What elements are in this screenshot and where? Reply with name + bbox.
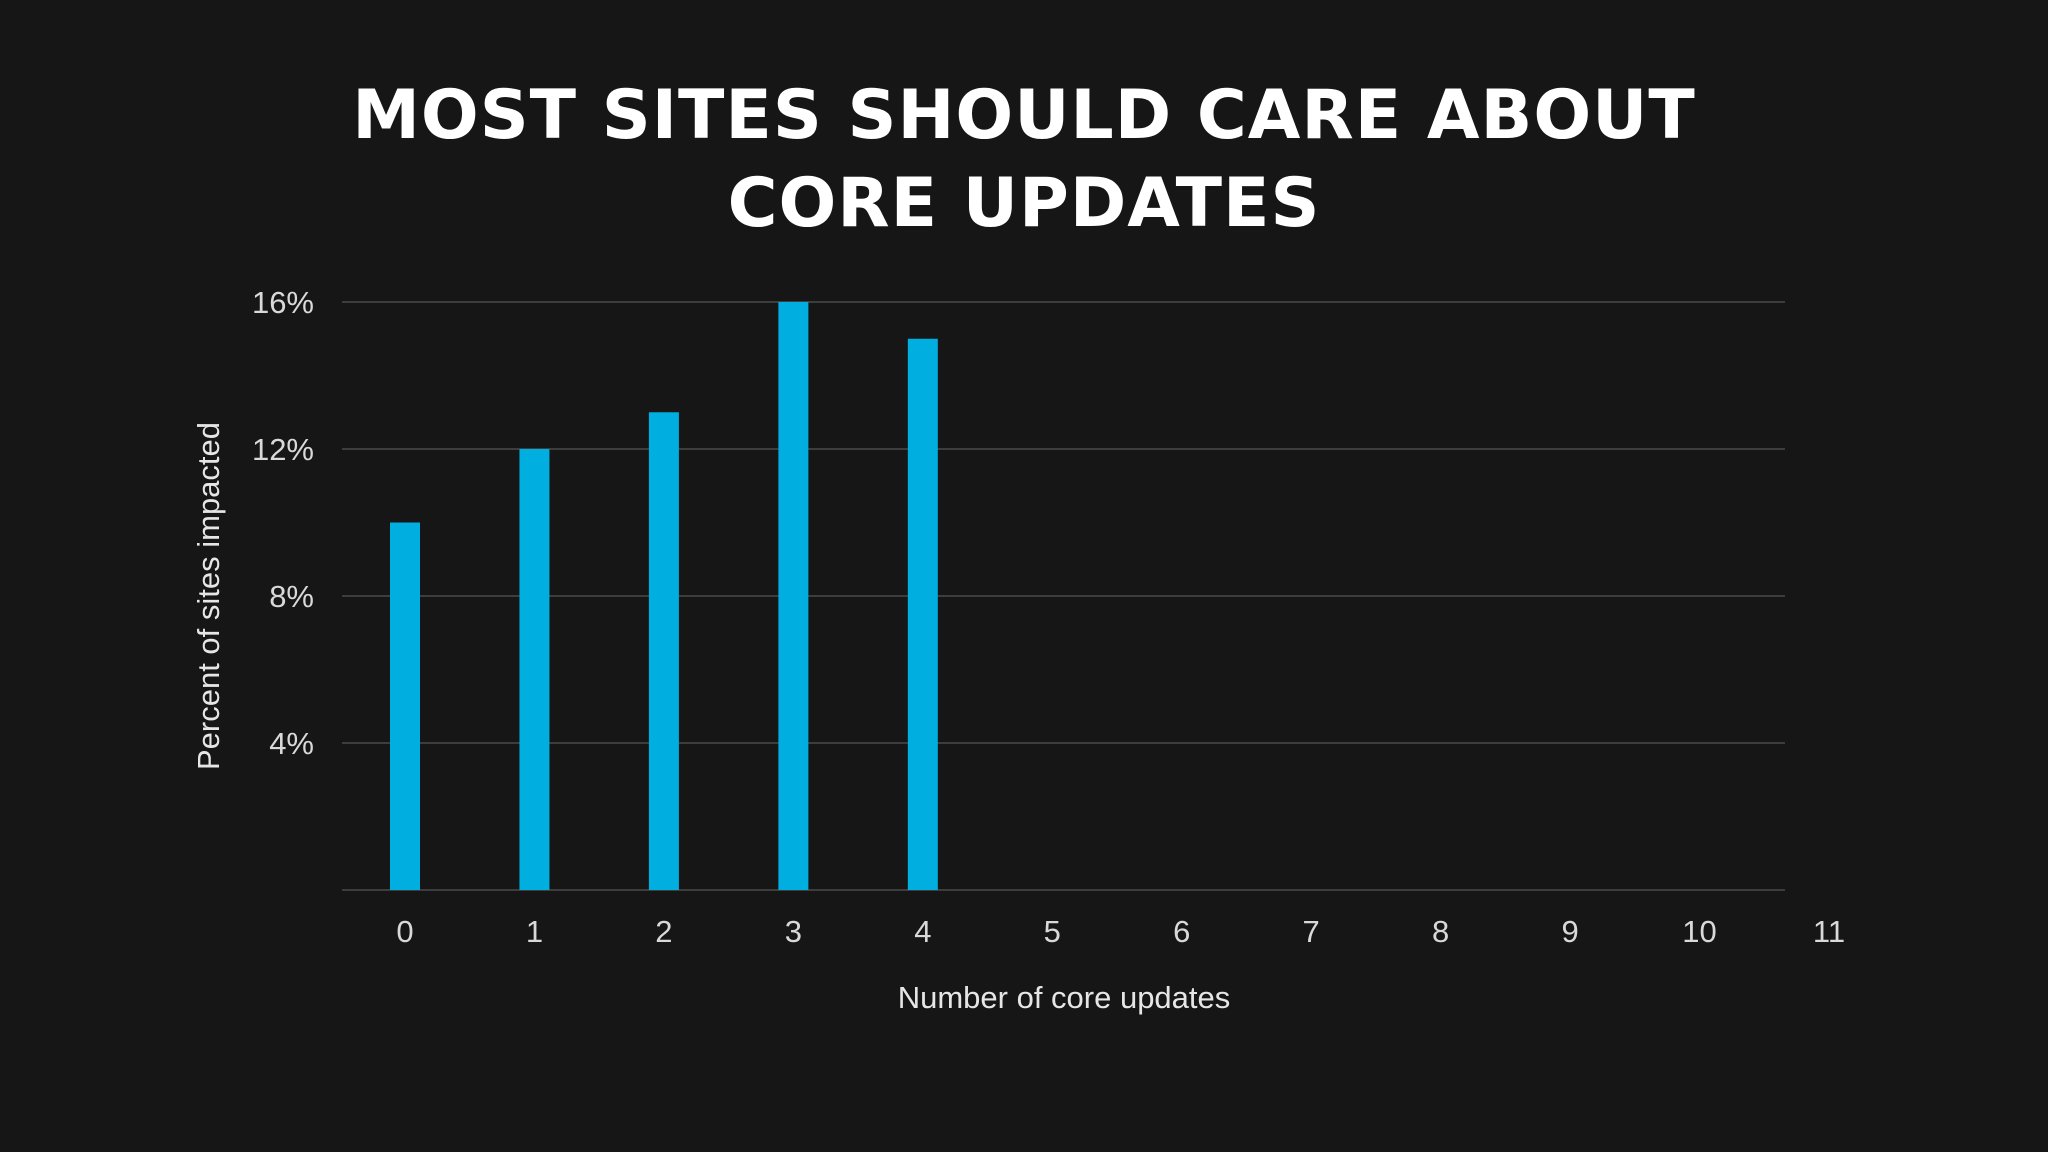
y-tick-label: 16% [252, 285, 314, 320]
x-tick-label: 11 [1813, 914, 1845, 949]
x-tick-label: 7 [1303, 914, 1320, 949]
x-tick-label: 3 [785, 914, 802, 949]
bar [648, 412, 679, 890]
x-tick-label: 0 [396, 914, 413, 949]
bar [907, 338, 938, 890]
y-tick-label: 12% [252, 432, 314, 467]
x-tick-label: 5 [1044, 914, 1061, 949]
x-tick-label: 10 [1682, 914, 1716, 949]
x-tick-label: 8 [1432, 914, 1449, 949]
x-axis-title: Number of core updates [898, 980, 1231, 1015]
x-tick-label: 1 [526, 914, 543, 949]
x-tick-labels: 0 1 2 3 4 5 6 7 8 9 10 11 [396, 914, 1845, 949]
gridlines [342, 301, 1785, 891]
y-tick-labels: 4% 8% 12% 16% [252, 285, 314, 761]
y-tick-label: 8% [269, 579, 314, 614]
chart-title-line-2: CORE UPDATES [727, 164, 1321, 243]
y-tick-label: 4% [269, 726, 314, 761]
bar [778, 302, 809, 890]
bar [519, 449, 550, 890]
y-axis-title: Percent of sites impacted [191, 422, 226, 770]
x-tick-label: 9 [1561, 914, 1578, 949]
chart-title-line-1: MOST SITES SHOULD CARE ABOUT [352, 76, 1696, 155]
x-tick-label: 2 [655, 914, 672, 949]
x-tick-label: 4 [914, 914, 931, 949]
bar [390, 522, 420, 890]
x-tick-label: 6 [1173, 914, 1190, 949]
bars [390, 302, 938, 890]
